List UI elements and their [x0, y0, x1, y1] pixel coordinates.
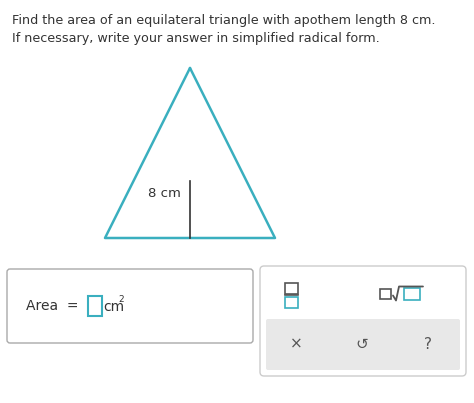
Text: 8 cm: 8 cm	[148, 187, 181, 200]
Text: ?: ?	[424, 337, 432, 352]
FancyBboxPatch shape	[266, 319, 460, 370]
Text: Find the area of an equilateral triangle with apothem length 8 cm.: Find the area of an equilateral triangle…	[12, 14, 436, 27]
Bar	[380, 289, 391, 299]
Bar	[404, 287, 420, 299]
Text: If necessary, write your answer in simplified radical form.: If necessary, write your answer in simpl…	[12, 32, 380, 45]
Text: Area  =: Area =	[26, 299, 83, 313]
Bar	[88, 296, 102, 316]
Bar	[285, 283, 299, 293]
FancyBboxPatch shape	[260, 266, 466, 376]
Text: ↺: ↺	[356, 337, 368, 352]
Text: ×: ×	[290, 337, 302, 352]
Bar	[285, 297, 299, 307]
Text: cm: cm	[103, 300, 124, 314]
FancyBboxPatch shape	[7, 269, 253, 343]
Text: 2: 2	[118, 295, 124, 303]
